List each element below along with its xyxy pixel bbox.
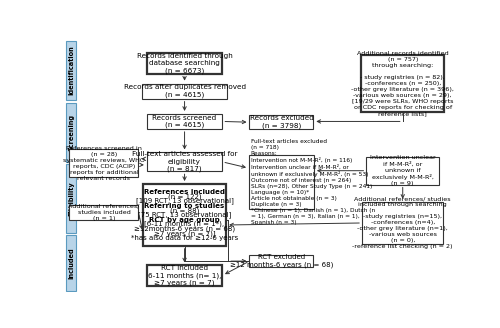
Text: Full-text articles excluded
(n = 718)
Reasons:
Intervention not M-M-R², (n = 116: Full-text articles excluded (n = 718) Re… <box>251 139 375 225</box>
Text: *has also data for ≥12-6 years: *has also data for ≥12-6 years <box>131 235 238 241</box>
Text: Included: Included <box>68 247 74 279</box>
Text: References screened in
(n = 28)
systematic reviews, WHO
reports, CDC (ACIP)
repo: References screened in (n = 28) systemat… <box>63 146 145 181</box>
Bar <box>70 205 138 220</box>
Text: Identification: Identification <box>68 45 74 95</box>
Text: Records excluded
(n = 3798): Records excluded (n = 3798) <box>250 115 314 129</box>
Text: References included: References included <box>144 189 225 195</box>
Text: Eligibility: Eligibility <box>68 181 74 216</box>
Bar <box>143 184 226 246</box>
Bar <box>66 235 76 291</box>
Text: Records after duplicates removed
(n = 4615): Records after duplicates removed (n = 46… <box>124 84 246 98</box>
Bar <box>361 55 444 112</box>
Bar <box>250 115 314 129</box>
Text: Referring to studies: Referring to studies <box>144 203 224 209</box>
Text: ≥12months-6 years (n = 68): ≥12months-6 years (n = 68) <box>134 225 235 232</box>
Text: [6-11 months (n = 1*),: [6-11 months (n = 1*), <box>144 221 224 228</box>
Bar <box>362 202 444 244</box>
Bar <box>66 164 76 233</box>
Text: Intervention unclear
if M-M-R², or
unknown if
exclusively M-M-R²,
(n = 9): Intervention unclear if M-M-R², or unkno… <box>370 155 436 186</box>
Text: Additional references/
studies included
(n = 1): Additional references/ studies included … <box>68 204 140 221</box>
Text: Records screened
(n = 4615): Records screened (n = 4615) <box>152 114 216 128</box>
Text: Full-text articles assessed for
eligibility
(n = 817): Full-text articles assessed for eligibil… <box>132 151 238 172</box>
Bar <box>66 41 76 100</box>
Text: RCT excluded
≥12 months-6 years (n = 68): RCT excluded ≥12 months-6 years (n = 68) <box>230 254 333 268</box>
Text: ≥7 years (n = 7)]: ≥7 years (n = 7)] <box>154 230 216 237</box>
Text: (n = 122): (n = 122) <box>168 193 202 200</box>
Text: Additional records identified
(n = 757)
through searching:

- study registries (: Additional records identified (n = 757) … <box>352 51 454 116</box>
Bar <box>70 149 138 177</box>
Text: (n = 88): (n = 88) <box>170 207 199 214</box>
Bar <box>249 155 314 209</box>
Bar <box>366 157 439 185</box>
Text: Screening: Screening <box>68 114 74 151</box>
Text: Additional references/ studies
included through searching

-study registries (n=: Additional references/ studies included … <box>352 196 453 250</box>
Bar <box>250 255 314 267</box>
Bar <box>147 52 222 74</box>
Bar <box>142 84 227 99</box>
Bar <box>147 265 222 286</box>
Text: RCT by age group: RCT by age group <box>149 216 220 222</box>
Text: Records identified through
database searching
(n = 6673): Records identified through database sear… <box>136 53 232 74</box>
Text: [109 RCT, 13 observational]: [109 RCT, 13 observational] <box>136 198 234 204</box>
Text: RCT included
6-11 months (n= 1),
≥7 years (n = 7): RCT included 6-11 months (n= 1), ≥7 year… <box>148 265 221 286</box>
Bar <box>66 103 76 162</box>
Bar <box>147 153 222 171</box>
Bar <box>147 114 222 129</box>
Text: [75 RCT, 13 observational]: [75 RCT, 13 observational] <box>138 212 231 218</box>
